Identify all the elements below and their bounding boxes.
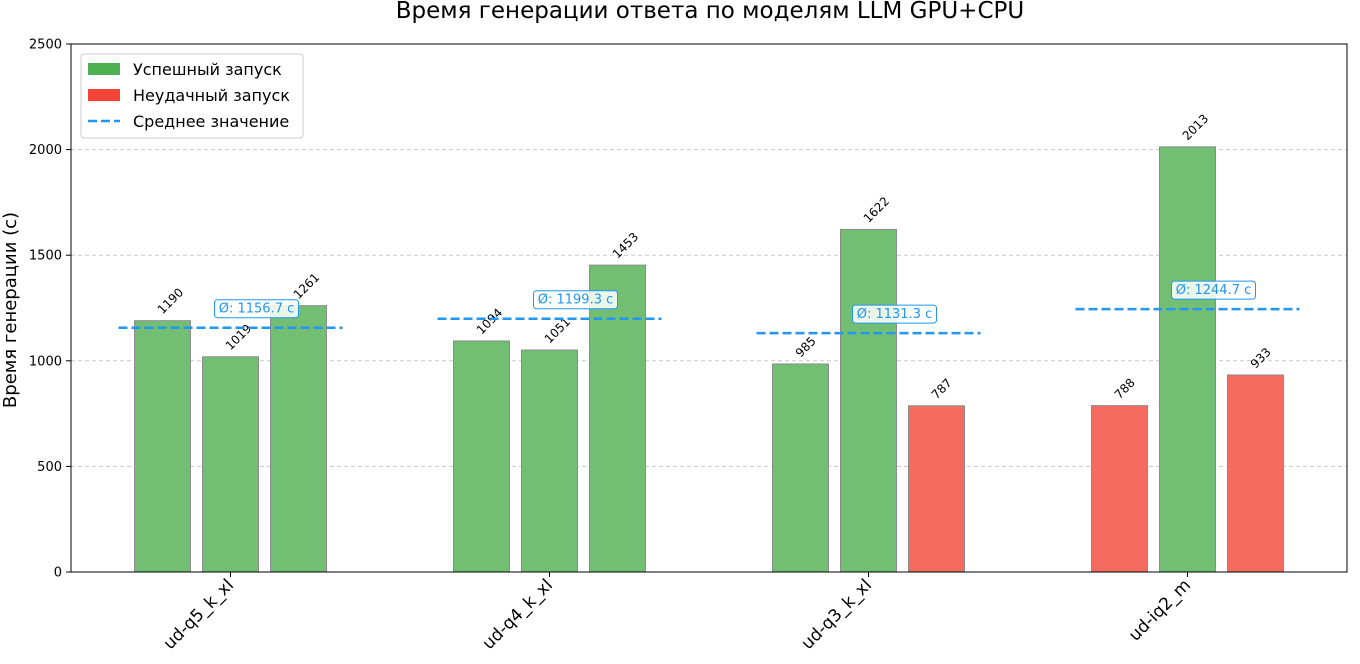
y-tick-label: 2000 — [29, 143, 62, 158]
bar-success — [1159, 146, 1216, 573]
y-axis: 0 500 1000 1500 2000 2500 — [29, 38, 71, 581]
plot-frame — [70, 43, 1348, 573]
bar-value-label: 1622 — [861, 194, 892, 225]
average-label-box — [214, 299, 299, 319]
y-tick-label: 2500 — [29, 38, 62, 53]
legend-box — [80, 53, 304, 139]
bar-value-label: 787 — [929, 376, 955, 402]
legend-swatch-success — [88, 63, 120, 75]
bar-value-label: 985 — [793, 334, 819, 360]
y-tick-label: 500 — [37, 460, 62, 475]
x-tick-label: ud-q4_k_xl — [479, 575, 557, 653]
bar-value-label: 1261 — [291, 270, 322, 301]
bar-success — [521, 349, 578, 573]
legend-label-success: Успешный запуск — [133, 60, 282, 79]
legend: Успешный запуск Неудачный запуск Среднее з… — [80, 53, 304, 139]
bar-success — [453, 340, 510, 573]
legend-label-failure: Неудачный запуск — [133, 86, 290, 105]
bar-value-label: 933 — [1248, 345, 1274, 371]
bar-value-label: 1094 — [474, 306, 505, 337]
x-tick-label: ud-q5_k_xl — [160, 575, 238, 653]
bar-failure — [908, 405, 965, 573]
bar-value-label: 1019 — [223, 321, 254, 352]
chart-title: Время генерации ответа по моделям LLM GP… — [396, 0, 1024, 24]
average-label-box — [1171, 280, 1256, 300]
average-label: Ø: 1131.3 c — [857, 307, 933, 322]
y-tick-label: 1500 — [29, 249, 62, 264]
bar-success — [589, 264, 646, 573]
bar-success — [772, 363, 829, 573]
x-tick-label: ud-iq2_m — [1125, 575, 1195, 645]
average-label-box — [533, 290, 618, 310]
x-tick-label: ud-q3_k_xl — [798, 575, 876, 653]
bar-value-label: 2013 — [1180, 111, 1211, 142]
bar-success — [202, 356, 259, 573]
bar-value-label: 1190 — [155, 285, 186, 316]
bar-value-label: 788 — [1112, 376, 1138, 402]
x-axis: ud-q5_k_xl ud-q4_k_xl ud-q3_k_xl ud-iq2_m — [160, 572, 1195, 654]
bar-success — [134, 320, 191, 573]
y-tick-label: 0 — [54, 566, 62, 581]
averages-layer: Ø: 1156.7 c Ø: 1199.3 c Ø: 1131.3 c Ø: 1244… — [118, 280, 1300, 335]
bar-success — [840, 228, 897, 573]
y-tick-label: 1000 — [29, 354, 62, 369]
bar-success — [270, 305, 327, 573]
legend-swatch-failure — [88, 89, 120, 101]
average-label: Ø: 1199.3 c — [538, 293, 614, 308]
legend-label-average: Среднее значение — [133, 112, 289, 131]
bar-failure — [1091, 405, 1148, 573]
bar-value-label: 1453 — [610, 230, 641, 261]
average-label: Ø: 1156.7 c — [219, 302, 295, 317]
average-label: Ø: 1244.7 c — [1176, 283, 1252, 298]
y-axis-label: Время генерации (с) — [0, 212, 21, 408]
bar-failure — [1227, 374, 1284, 573]
average-label-box — [852, 304, 937, 324]
